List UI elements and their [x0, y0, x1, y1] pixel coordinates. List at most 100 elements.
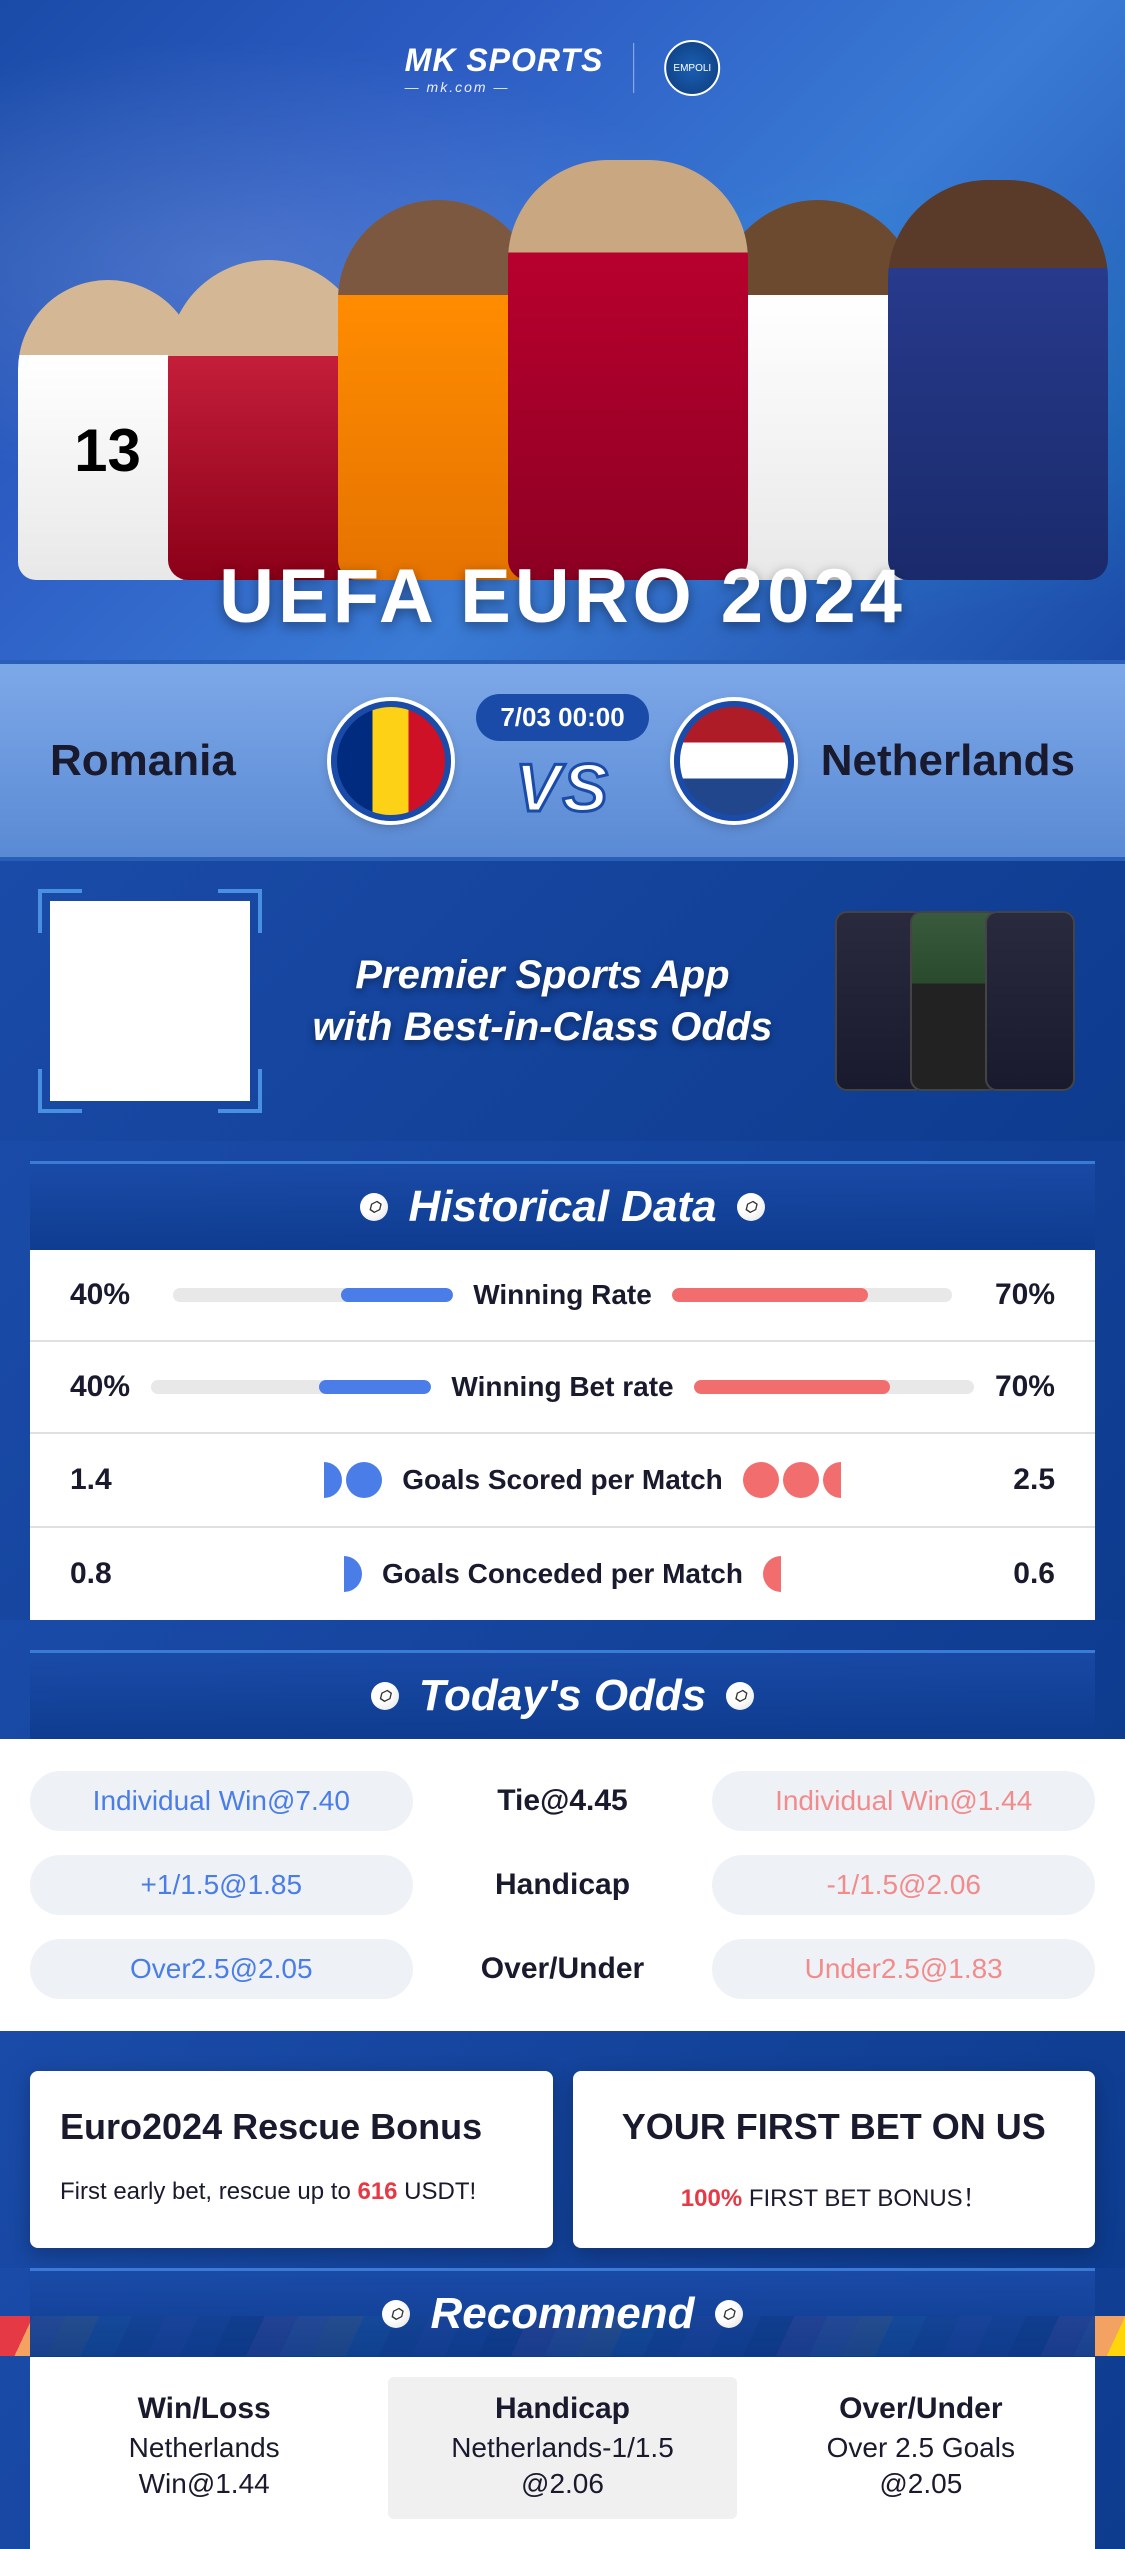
- left-bar: [151, 1380, 431, 1394]
- ball-icon: [382, 2300, 410, 2328]
- right-value: 70%: [955, 1278, 1055, 1312]
- recommend-col-line2: @2.05: [767, 2468, 1075, 2500]
- data-row: 40%Winning Bet rate70%: [30, 1342, 1095, 1434]
- row-label: Winning Rate: [453, 1279, 672, 1311]
- recommend-column[interactable]: Handicap Netherlands-1/1.5 @2.06: [388, 2377, 736, 2519]
- bonus-title: Euro2024 Rescue Bonus: [60, 2106, 523, 2148]
- promo-line2: with Best-in-Class Odds: [290, 1001, 795, 1053]
- odds-left-pill[interactable]: Individual Win@7.40: [30, 1771, 413, 1831]
- data-row: 1.4 Goals Scored per Match 2.5: [30, 1434, 1095, 1528]
- odds-section: Today's Odds: [0, 1620, 1125, 1739]
- historical-title: Historical Data: [408, 1182, 716, 1232]
- recommend-section: Recommend Win/Loss Netherlands Win@1.44 Han…: [0, 2268, 1125, 2549]
- ball-icon: [726, 1682, 754, 1710]
- ball-icon: [360, 1193, 388, 1221]
- match-time: 7/03 00:00: [476, 694, 648, 741]
- recommend-col-line2: @2.06: [408, 2468, 716, 2500]
- vs-block: 7/03 00:00 VS: [476, 694, 648, 827]
- historical-body: 40% Winning Rate 70%40% Winning Bet rate 70%…: [30, 1250, 1095, 1620]
- recommend-col-title: Win/Loss: [50, 2392, 358, 2426]
- brand-logo: MK SPORTS — mk.com —: [405, 42, 604, 95]
- recommend-col-line1: Over 2.5 Goals: [767, 2432, 1075, 2464]
- recommend-col-title: Handicap: [408, 2392, 716, 2426]
- odds-right-pill[interactable]: Under2.5@1.83: [712, 1939, 1095, 1999]
- ball-partial-icon: [823, 1462, 859, 1498]
- row-label: Goals Conceded per Match: [362, 1558, 763, 1590]
- row-label: Winning Bet rate: [431, 1371, 693, 1403]
- player-silhouette: [888, 180, 1108, 580]
- player-silhouette: [508, 160, 748, 580]
- recommend-column[interactable]: Win/Loss Netherlands Win@1.44: [30, 2377, 378, 2519]
- ball-icon: [737, 1193, 765, 1221]
- ball-full-icon: [346, 1462, 382, 1498]
- team-b-flag-icon: [674, 701, 794, 821]
- right-bar: [694, 1380, 974, 1394]
- qr-code-placeholder[interactable]: [50, 901, 250, 1101]
- data-row: 40% Winning Rate 70%: [30, 1250, 1095, 1342]
- ball-icon: [371, 1682, 399, 1710]
- ball-partial-icon: [763, 1556, 799, 1592]
- phone-mock: [985, 911, 1075, 1091]
- odds-row: Individual Win@7.40 Tie@4.45 Individual Wi…: [30, 1759, 1095, 1843]
- ball-full-icon: [743, 1462, 779, 1498]
- promo-text: Premier Sports App with Best-in-Class Od…: [290, 949, 795, 1053]
- right-value: 2.5: [955, 1463, 1055, 1497]
- odds-center-label: Over/Under: [443, 1952, 683, 1986]
- brand-block: MK SPORTS — mk.com — EMPOLI: [405, 40, 721, 96]
- promo-line1: Premier Sports App: [290, 949, 795, 1001]
- bonus-description: 100% FIRST BET BONUS！: [603, 2178, 1066, 2213]
- recommend-header: Recommend: [30, 2268, 1095, 2357]
- team-a-flag-icon: [331, 701, 451, 821]
- odds-left-pill[interactable]: +1/1.5@1.85: [30, 1855, 413, 1915]
- promo-banner: Premier Sports App with Best-in-Class Od…: [0, 861, 1125, 1141]
- right-balls: [743, 1462, 955, 1498]
- recommend-col-line1: Netherlands: [50, 2432, 358, 2464]
- bonus-card[interactable]: Euro2024 Rescue Bonus First early bet, re…: [30, 2071, 553, 2248]
- players-graphic: [0, 160, 1125, 580]
- right-value: 0.6: [955, 1557, 1055, 1591]
- team-b-name: Netherlands: [794, 736, 1075, 786]
- right-bar: [672, 1288, 955, 1302]
- historical-section: Historical Data 40%Winning Rate70%40%Win…: [0, 1141, 1125, 1620]
- match-center: 7/03 00:00 VS: [331, 694, 793, 827]
- right-value: 70%: [974, 1370, 1055, 1404]
- odds-center-label: Tie@4.45: [443, 1784, 683, 1818]
- phones-graphic: [835, 911, 1075, 1091]
- ball-partial-icon: [306, 1462, 342, 1498]
- left-balls: [170, 1462, 382, 1498]
- brand-separator: [633, 43, 634, 93]
- brand-badge: EMPOLI: [664, 40, 720, 96]
- recommend-col-line2: Win@1.44: [50, 2468, 358, 2500]
- left-bar: [170, 1288, 453, 1302]
- right-balls: [763, 1556, 955, 1592]
- odds-right-pill[interactable]: -1/1.5@2.06: [712, 1855, 1095, 1915]
- bonus-title: YOUR FIRST BET ON US: [603, 2106, 1066, 2148]
- recommend-column[interactable]: Over/Under Over 2.5 Goals @2.05: [747, 2377, 1095, 2519]
- historical-header: Historical Data: [30, 1161, 1095, 1250]
- odds-row: Over2.5@2.05 Over/Under Under2.5@1.83: [30, 1927, 1095, 2011]
- row-label: Goals Scored per Match: [382, 1464, 743, 1496]
- recommend-col-line1: Netherlands-1/1.5: [408, 2432, 716, 2464]
- odds-center-label: Handicap: [443, 1868, 683, 1902]
- match-banner: Romania 7/03 00:00 VS Netherlands: [0, 660, 1125, 861]
- odds-right-pill[interactable]: Individual Win@1.44: [712, 1771, 1095, 1831]
- recommend-col-title: Over/Under: [767, 2392, 1075, 2426]
- bonus-section: Euro2024 Rescue Bonus First early bet, re…: [0, 2031, 1125, 2268]
- odds-body: Individual Win@7.40 Tie@4.45 Individual Wi…: [0, 1739, 1125, 2031]
- left-value: 40%: [70, 1278, 170, 1312]
- hero-title: UEFA EURO 2024: [219, 553, 906, 640]
- brand-name: MK SPORTS: [405, 42, 604, 78]
- ball-partial-icon: [326, 1556, 362, 1592]
- odds-row: +1/1.5@1.85 Handicap -1/1.5@2.06: [30, 1843, 1095, 1927]
- bonus-description: First early bet, rescue up to 616 USDT!: [60, 2178, 523, 2206]
- odds-title: Today's Odds: [419, 1671, 707, 1721]
- ball-full-icon: [783, 1462, 819, 1498]
- data-row: 0.8Goals Conceded per Match0.6: [30, 1528, 1095, 1620]
- left-value: 1.4: [70, 1463, 170, 1497]
- left-balls: [170, 1556, 362, 1592]
- hero-banner: MK SPORTS — mk.com — EMPOLI UEFA EURO 20…: [0, 0, 1125, 660]
- bonus-card[interactable]: YOUR FIRST BET ON US 100% FIRST BET BONUS…: [573, 2071, 1096, 2248]
- brand-sub: — mk.com —: [405, 79, 604, 95]
- ball-icon: [715, 2300, 743, 2328]
- odds-left-pill[interactable]: Over2.5@2.05: [30, 1939, 413, 1999]
